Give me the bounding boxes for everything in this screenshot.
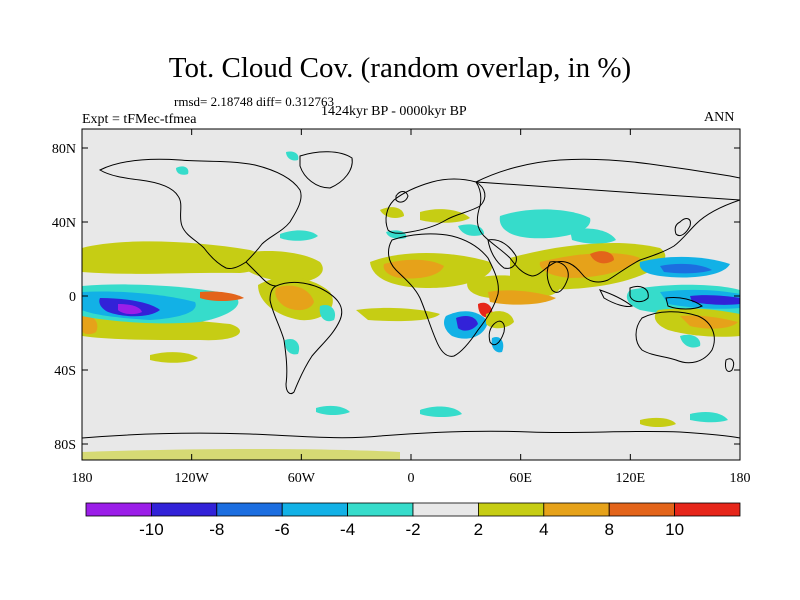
anomaly-patch (499, 209, 591, 239)
colorbar-swatch (412, 502, 479, 517)
anomaly-patch (284, 338, 300, 355)
anomaly-patch (200, 291, 244, 301)
anomaly-patch (660, 263, 712, 274)
colorbar-swatch (85, 502, 152, 517)
anomaly-patch (590, 251, 614, 264)
colorbar-label: -2 (405, 520, 420, 539)
colorbar-label: 8 (604, 520, 613, 539)
anomaly-patch (486, 311, 514, 329)
colorbar-swatch (674, 502, 741, 517)
anomaly-patch (640, 417, 676, 427)
anomaly-patch (280, 230, 318, 241)
anomaly-patch (316, 405, 350, 415)
colorbar-swatch (150, 502, 218, 517)
x-axis: 180 120W 60W 0 60E 120E 180 (72, 129, 751, 486)
y-tick-label: 0 (69, 290, 76, 305)
y-axis: 80N 40N 0 40S 80S (52, 142, 740, 453)
colorbar-swatch (216, 502, 283, 517)
anomaly-patch (488, 290, 556, 305)
colorbar-label: 2 (474, 520, 483, 539)
anomaly-patch (319, 304, 336, 322)
x-tick-label: 60W (288, 471, 316, 486)
map-plot-area (82, 129, 740, 460)
colorbar-label: 10 (665, 520, 684, 539)
coastline-british-isles (395, 191, 409, 203)
anomaly-patch (150, 352, 198, 363)
anomaly-patch (82, 241, 264, 274)
x-tick-label: 180 (72, 471, 93, 486)
colorbar-label: -8 (209, 520, 224, 539)
colorbar-swatch (477, 502, 545, 517)
x-tick-label: 0 (408, 471, 415, 486)
anomaly-patch (118, 304, 142, 315)
x-tick-label: 60E (509, 471, 532, 486)
anomaly-patch (690, 412, 728, 423)
y-tick-label: 40S (54, 364, 76, 379)
anomaly-patch (420, 406, 462, 417)
colorbar-swatch (608, 502, 676, 517)
anomaly-patch (82, 315, 98, 335)
colorbar-swatch (347, 502, 414, 517)
period-label: 1424kyr BP - 0000kyr BP (321, 104, 467, 119)
anomaly-patch (420, 209, 470, 223)
anomaly-patch (383, 259, 444, 279)
anomaly-patch (456, 316, 478, 331)
anomaly-patch (680, 334, 701, 348)
coastline-africa (388, 233, 499, 357)
coastline-central-america (245, 261, 277, 287)
coastline-india (546, 261, 569, 293)
anomaly-patch (235, 250, 323, 283)
coastline-antarctica (82, 430, 740, 439)
colorbar-label: -10 (139, 520, 164, 539)
coastline-south-america (269, 281, 343, 395)
coastlines (82, 151, 740, 439)
y-tick-label: 80S (54, 438, 76, 453)
colorbar: -10 -8 -6 -4 -2 2 4 8 10 (85, 502, 741, 539)
coastline-borneo (629, 285, 649, 303)
anomaly-patch (690, 295, 740, 305)
anomaly-patch (286, 151, 299, 161)
season-label: ANN (704, 110, 735, 125)
coastline-north-america (98, 158, 302, 269)
coastline-madagascar (488, 320, 505, 346)
anomaly-patch (458, 224, 484, 236)
coastline-arabia (487, 239, 517, 269)
coastline-asia (475, 158, 740, 283)
anomaly-patch (82, 449, 400, 460)
coastline-japan (674, 218, 691, 237)
y-tick-label: 80N (52, 142, 76, 157)
coastline-europe (385, 178, 486, 234)
colorbar-swatch (281, 502, 349, 517)
anomaly-patch (680, 315, 738, 329)
anomaly-patch (570, 228, 616, 244)
colorbar-label: -4 (340, 520, 355, 539)
coastline-sumatra (599, 289, 634, 307)
anomaly-patch (539, 253, 640, 278)
y-tick-label: 40N (52, 216, 76, 231)
colorbar-swatch (543, 502, 610, 517)
anomaly-patch (275, 285, 314, 311)
x-tick-label: 120E (616, 471, 646, 486)
x-tick-label: 180 (730, 471, 751, 486)
x-tick-label: 120W (175, 471, 210, 486)
coastline-new-guinea (665, 297, 703, 310)
anomaly-patch (82, 316, 240, 341)
colorbar-label: 4 (539, 520, 548, 539)
anomaly-patch (176, 166, 189, 175)
stats-line: rmsd= 2.18748 diff= 0.312763 (174, 94, 334, 109)
coastline-australia (635, 311, 715, 364)
map-title: Tot. Cloud Cov. (random overlap, in %) (168, 52, 632, 84)
coastline-greenland (299, 151, 353, 189)
colorbar-label: -6 (275, 520, 290, 539)
experiment-label: Expt = tFMec-tfmea (82, 112, 197, 127)
coastline-new-zealand (725, 358, 735, 373)
anomaly-patch (356, 307, 440, 322)
